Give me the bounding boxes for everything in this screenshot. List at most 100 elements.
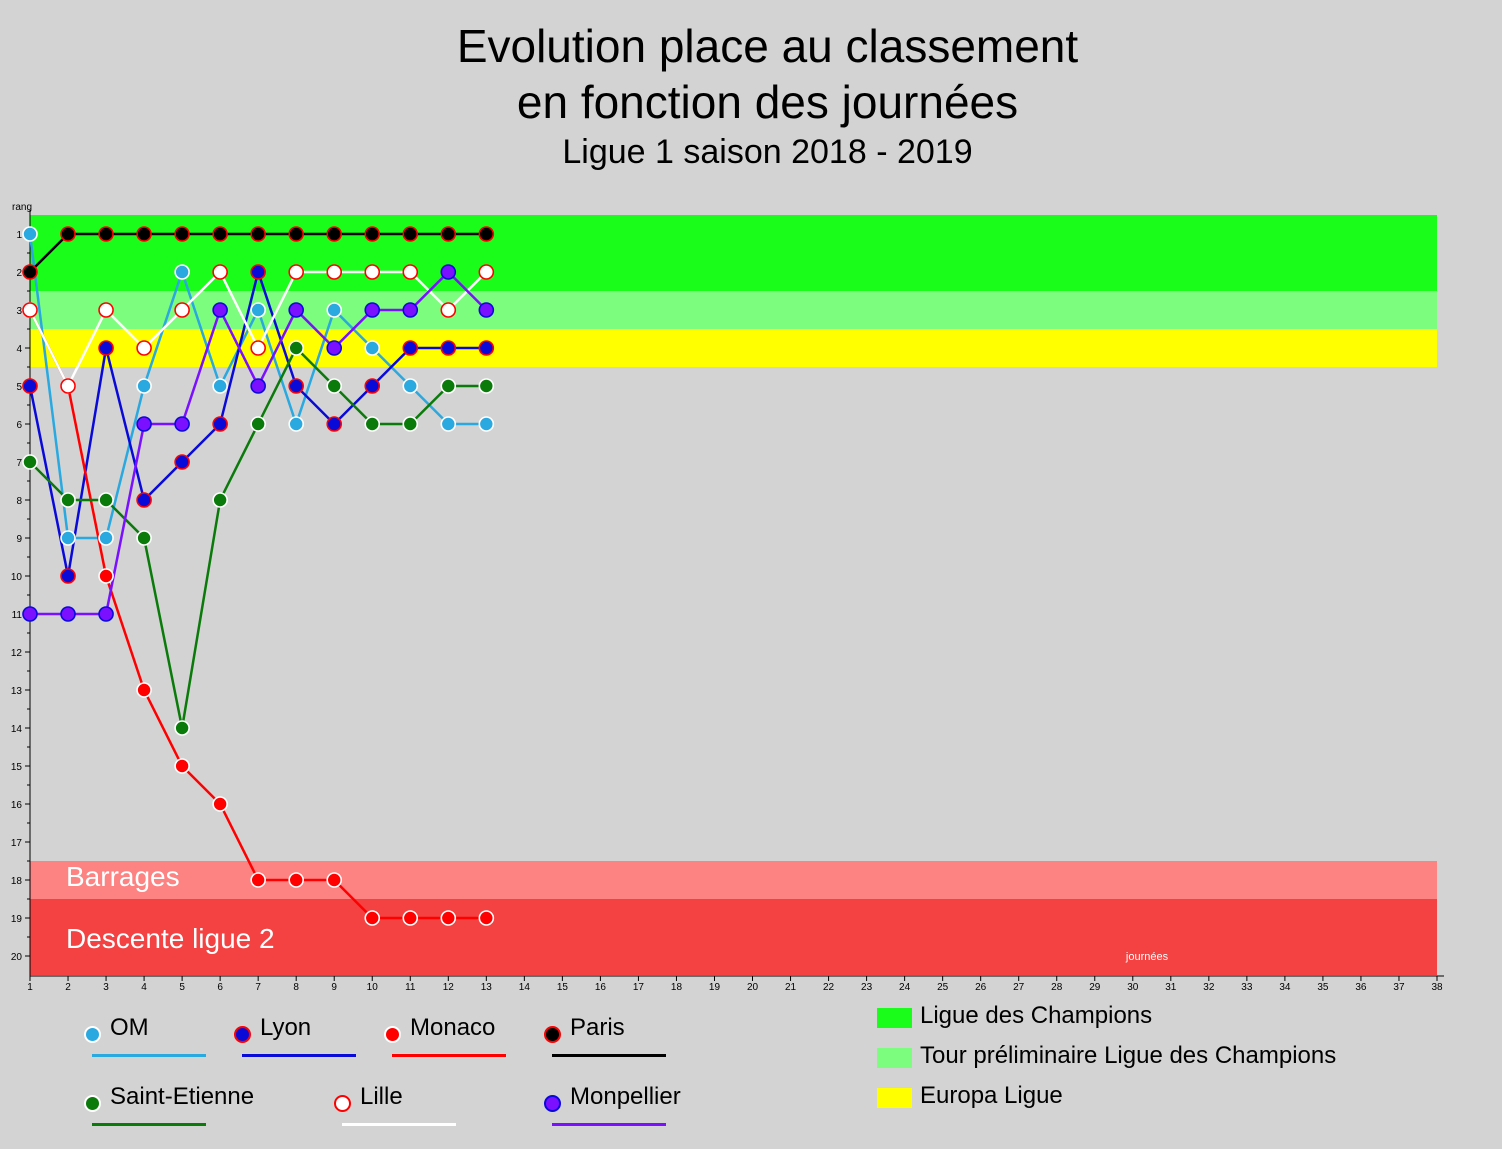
data-point-lille xyxy=(478,264,495,280)
zone-label-barrages: Barrages xyxy=(66,861,180,892)
data-point-lille xyxy=(364,264,381,280)
x-axis-label: journées xyxy=(1125,951,1169,963)
data-point-om xyxy=(326,302,343,318)
chart-title-line-2: en fonction des journées xyxy=(516,76,1019,128)
data-point-lille xyxy=(440,302,457,318)
data-point-saint-etienne xyxy=(98,492,114,508)
zone-legend-label: Tour préliminaire Ligue des Champions xyxy=(920,1042,1337,1069)
x-tick-label: 20 xyxy=(747,982,759,993)
data-point-saint-etienne xyxy=(326,378,343,394)
legend-marker-icon xyxy=(544,1095,561,1112)
data-point-om xyxy=(136,378,152,394)
data-point-saint-etienne xyxy=(440,378,457,394)
data-point-om xyxy=(174,264,190,280)
data-point-monpellier xyxy=(440,264,457,280)
x-tick-label: 27 xyxy=(1013,982,1025,993)
chart-subtitle: Ligue 1 saison 2018 - 2019 xyxy=(562,133,973,171)
data-point-lille xyxy=(60,378,76,394)
legend-label: Paris xyxy=(570,1014,625,1041)
x-tick-label: 33 xyxy=(1241,982,1253,993)
data-point-monpellier xyxy=(326,340,343,356)
x-tick-label: 2 xyxy=(65,982,71,993)
x-tick-label: 23 xyxy=(861,982,873,993)
legend-line-sample xyxy=(342,1123,456,1126)
zone-legend-label: Europa Ligue xyxy=(920,1082,1063,1109)
y-tick-label: 12 xyxy=(11,648,23,659)
y-tick-label: 14 xyxy=(11,724,23,735)
data-point-lyon xyxy=(478,340,495,356)
data-point-lyon xyxy=(250,264,266,280)
data-point-paris xyxy=(402,226,419,242)
x-tick-label: 4 xyxy=(141,982,147,993)
data-point-paris xyxy=(478,226,495,242)
x-tick-label: 28 xyxy=(1051,982,1063,993)
legend-label: Monpellier xyxy=(570,1083,681,1110)
x-tick-label: 21 xyxy=(785,982,797,993)
legend-marker-icon xyxy=(384,1026,401,1043)
data-point-om xyxy=(288,416,304,432)
data-point-monaco xyxy=(478,910,495,926)
data-point-om xyxy=(212,378,228,394)
x-tick-label: 24 xyxy=(899,982,911,993)
legend-marker-icon xyxy=(234,1026,251,1043)
data-point-monaco xyxy=(440,910,457,926)
data-point-lille xyxy=(98,302,114,318)
data-point-saint-etienne xyxy=(402,416,419,432)
data-point-lyon xyxy=(136,492,152,508)
data-point-om xyxy=(98,530,114,546)
data-point-lyon xyxy=(364,378,381,394)
y-tick-label: 4 xyxy=(16,344,22,355)
data-point-paris xyxy=(212,226,228,242)
x-tick-label: 16 xyxy=(595,982,607,993)
y-tick-label: 1 xyxy=(16,230,22,241)
x-tick-label: 18 xyxy=(671,982,683,993)
x-tick-label: 5 xyxy=(179,982,185,993)
legend-line-sample xyxy=(552,1054,666,1057)
x-tick-label: 32 xyxy=(1203,982,1215,993)
zone-band-0 xyxy=(30,215,1437,291)
x-tick-label: 10 xyxy=(367,982,379,993)
y-tick-label: 18 xyxy=(11,876,23,887)
legend-label: Lille xyxy=(360,1083,403,1110)
data-point-monpellier xyxy=(22,606,38,622)
x-tick-label: 17 xyxy=(633,982,645,993)
data-point-monaco xyxy=(174,758,190,774)
data-point-lille xyxy=(402,264,419,280)
x-tick-label: 7 xyxy=(255,982,261,993)
data-point-lyon xyxy=(288,378,304,394)
x-tick-label: 12 xyxy=(443,982,455,993)
x-tick-label: 11 xyxy=(405,982,416,993)
x-tick-label: 29 xyxy=(1089,982,1101,993)
chart-title-block: Evolution place au classement en fonctio… xyxy=(0,18,1502,174)
data-point-lyon xyxy=(326,416,343,432)
y-tick-label: 13 xyxy=(11,686,23,697)
data-point-saint-etienne xyxy=(250,416,266,432)
zone-band-2 xyxy=(30,329,1437,367)
data-point-monpellier xyxy=(364,302,381,318)
data-point-paris xyxy=(174,226,190,242)
data-point-monaco xyxy=(402,910,419,926)
data-point-lille xyxy=(174,302,190,318)
data-point-lille xyxy=(288,264,304,280)
data-point-monaco xyxy=(326,872,343,888)
x-tick-label: 31 xyxy=(1165,982,1177,993)
y-tick-label: 16 xyxy=(11,800,23,811)
legend-marker-icon xyxy=(544,1026,561,1043)
legend-label: OM xyxy=(110,1014,149,1041)
y-tick-label: 17 xyxy=(11,838,23,849)
legend-marker-icon xyxy=(84,1026,101,1043)
data-point-lyon xyxy=(98,340,114,356)
x-tick-label: 1 xyxy=(27,982,33,993)
x-tick-label: 35 xyxy=(1317,982,1329,993)
data-point-lille xyxy=(250,340,266,356)
x-tick-label: 22 xyxy=(823,982,835,993)
data-point-om xyxy=(478,416,495,432)
y-tick-label: 6 xyxy=(16,420,22,431)
data-point-paris xyxy=(98,226,114,242)
legend-line-sample xyxy=(92,1123,206,1126)
x-tick-label: 13 xyxy=(481,982,493,993)
data-point-saint-etienne xyxy=(478,378,495,394)
data-point-monaco xyxy=(288,872,304,888)
x-tick-label: 30 xyxy=(1127,982,1139,993)
zone-band-4 xyxy=(30,899,1437,975)
